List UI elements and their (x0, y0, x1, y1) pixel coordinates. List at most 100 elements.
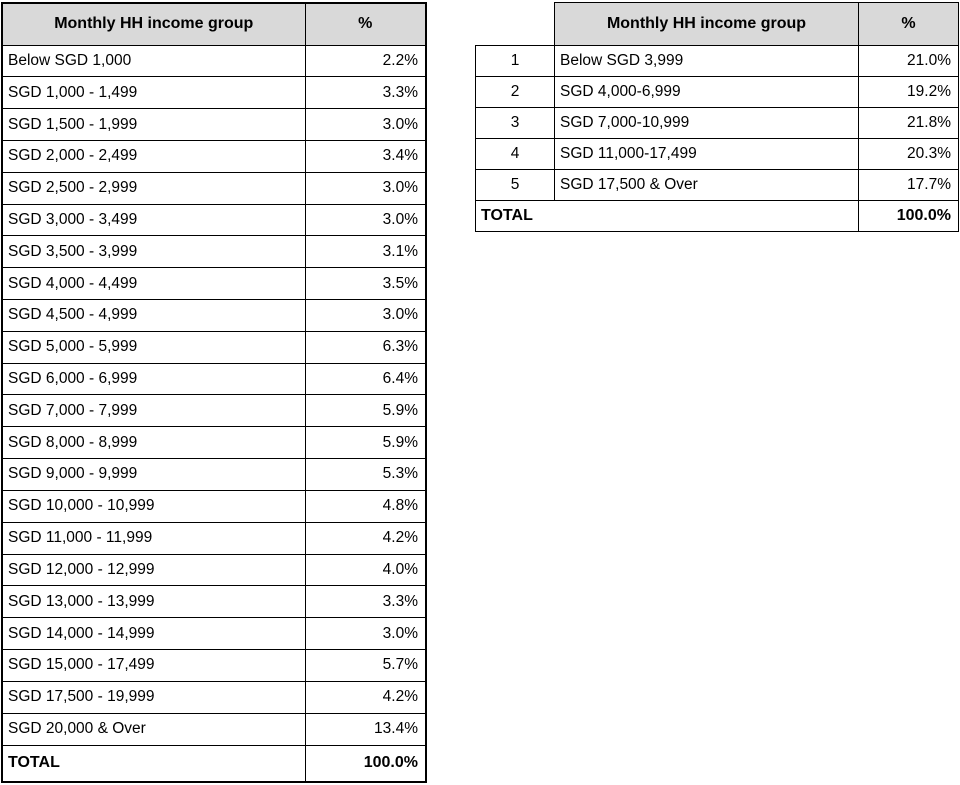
table-row: SGD 2,000 - 2,499 3.4% (1, 139, 427, 173)
table-row: 3 SGD 7,000-10,999 21.8% (475, 107, 959, 139)
percent-cell: 13.4% (304, 712, 427, 746)
table-row: SGD 4,500 - 4,999 3.0% (1, 299, 427, 332)
percent-cell: 20.3% (858, 138, 959, 170)
income-group-cell: SGD 4,500 - 4,999 (1, 299, 306, 332)
income-group-cell: SGD 11,000 - 11,999 (1, 521, 306, 555)
income-group-cell: SGD 20,000 & Over (1, 712, 306, 746)
percent-cell: 3.5% (304, 267, 427, 300)
income-group-cell: SGD 17,500 - 19,999 (1, 680, 306, 714)
percent-cell: 4.2% (304, 521, 427, 555)
table-row: 2 SGD 4,000-6,999 19.2% (475, 76, 959, 108)
table-row: SGD 9,000 - 9,999 5.3% (1, 458, 427, 491)
total-percent-cell: 100.0% (304, 744, 427, 783)
table-row: SGD 8,000 - 8,999 5.9% (1, 426, 427, 460)
percent-cell: 3.0% (304, 617, 427, 650)
table-row: Below SGD 1,000 2.2% (1, 44, 427, 78)
income-group-cell: SGD 8,000 - 8,999 (1, 426, 306, 460)
detailed-income-table: Monthly HH income group % Below SGD 1,00… (1, 2, 427, 783)
income-group-cell: SGD 11,000-17,499 (554, 138, 859, 170)
income-group-cell: SGD 1,000 - 1,499 (1, 76, 306, 110)
percent-cell: 6.3% (304, 330, 427, 364)
table-row: SGD 7,000 - 7,999 5.9% (1, 394, 427, 428)
blank-corner-cell (475, 2, 555, 46)
income-group-cell: SGD 4,000 - 4,499 (1, 267, 306, 300)
income-group-cell: SGD 1,500 - 1,999 (1, 108, 306, 141)
group-number-cell: 5 (475, 169, 555, 201)
table-row: 4 SGD 11,000-17,499 20.3% (475, 138, 959, 170)
percent-cell: 21.8% (858, 107, 959, 139)
income-group-cell: SGD 3,500 - 3,999 (1, 235, 306, 269)
table-row: SGD 6,000 - 6,999 6.4% (1, 362, 427, 396)
percent-cell: 5.3% (304, 458, 427, 491)
percent-cell: 3.0% (304, 299, 427, 332)
percent-cell: 2.2% (304, 44, 427, 78)
percent-cell: 4.0% (304, 553, 427, 587)
percent-cell: 3.1% (304, 235, 427, 269)
table-row: SGD 1,500 - 1,999 3.0% (1, 108, 427, 141)
table-row: 5 SGD 17,500 & Over 17.7% (475, 169, 959, 201)
table-row: SGD 10,000 - 10,999 4.8% (1, 489, 427, 523)
percent-cell: 4.2% (304, 680, 427, 714)
income-group-cell: SGD 4,000-6,999 (554, 76, 859, 108)
income-group-cell: Below SGD 3,999 (554, 45, 859, 77)
table-row: SGD 4,000 - 4,499 3.5% (1, 267, 427, 300)
percent-cell: 3.3% (304, 76, 427, 110)
income-group-cell: SGD 5,000 - 5,999 (1, 330, 306, 364)
grouped-income-table: Monthly HH income group % 1 Below SGD 3,… (475, 2, 959, 232)
table-row: SGD 5,000 - 5,999 6.3% (1, 330, 427, 364)
group-number-cell: 2 (475, 76, 555, 108)
income-group-cell: SGD 9,000 - 9,999 (1, 458, 306, 491)
total-row: TOTAL 100.0% (1, 744, 427, 783)
percent-cell: 17.7% (858, 169, 959, 201)
table-row: SGD 13,000 - 13,999 3.3% (1, 585, 427, 619)
percent-cell: 21.0% (858, 45, 959, 77)
group-number-cell: 3 (475, 107, 555, 139)
column-header-income-group: Monthly HH income group (554, 2, 859, 46)
table-row: SGD 15,000 - 17,499 5.7% (1, 648, 427, 682)
income-group-cell: SGD 13,000 - 13,999 (1, 585, 306, 619)
income-group-cell: SGD 7,000-10,999 (554, 107, 859, 139)
percent-cell: 5.9% (304, 426, 427, 460)
table-row: SGD 20,000 & Over 13.4% (1, 712, 427, 746)
table-row: SGD 3,500 - 3,999 3.1% (1, 235, 427, 269)
percent-cell: 5.7% (304, 648, 427, 682)
percent-cell: 3.3% (304, 585, 427, 619)
column-header-income-group: Monthly HH income group (1, 2, 306, 46)
group-number-cell: 1 (475, 45, 555, 77)
table-row: SGD 17,500 - 19,999 4.2% (1, 680, 427, 714)
table-row: SGD 14,000 - 14,999 3.0% (1, 617, 427, 650)
table-row: SGD 2,500 - 2,999 3.0% (1, 171, 427, 205)
income-group-cell: SGD 12,000 - 12,999 (1, 553, 306, 587)
income-group-cell: SGD 17,500 & Over (554, 169, 859, 201)
column-header-percent: % (304, 2, 427, 46)
header-row: Monthly HH income group % (475, 2, 959, 46)
table-row: SGD 12,000 - 12,999 4.0% (1, 553, 427, 587)
income-group-cell: SGD 14,000 - 14,999 (1, 617, 306, 650)
total-row: TOTAL 100.0% (475, 200, 959, 232)
total-label-cell: TOTAL (1, 744, 306, 783)
income-group-cell: SGD 3,000 - 3,499 (1, 203, 306, 237)
table-row: 1 Below SGD 3,999 21.0% (475, 45, 959, 77)
income-group-cell: SGD 15,000 - 17,499 (1, 648, 306, 682)
column-header-percent: % (858, 2, 959, 46)
percent-cell: 3.4% (304, 139, 427, 173)
income-group-cell: SGD 2,500 - 2,999 (1, 171, 306, 205)
income-group-cell: SGD 7,000 - 7,999 (1, 394, 306, 428)
table-row: SGD 1,000 - 1,499 3.3% (1, 76, 427, 110)
income-group-cell: Below SGD 1,000 (1, 44, 306, 78)
header-row: Monthly HH income group % (1, 2, 427, 46)
total-percent-cell: 100.0% (858, 200, 959, 232)
percent-cell: 3.0% (304, 171, 427, 205)
group-number-cell: 4 (475, 138, 555, 170)
income-group-cell: SGD 2,000 - 2,499 (1, 139, 306, 173)
percent-cell: 5.9% (304, 394, 427, 428)
percent-cell: 3.0% (304, 203, 427, 237)
percent-cell: 6.4% (304, 362, 427, 396)
table-row: SGD 11,000 - 11,999 4.2% (1, 521, 427, 555)
percent-cell: 3.0% (304, 108, 427, 141)
percent-cell: 19.2% (858, 76, 959, 108)
income-group-cell: SGD 10,000 - 10,999 (1, 489, 306, 523)
percent-cell: 4.8% (304, 489, 427, 523)
table-row: SGD 3,000 - 3,499 3.0% (1, 203, 427, 237)
